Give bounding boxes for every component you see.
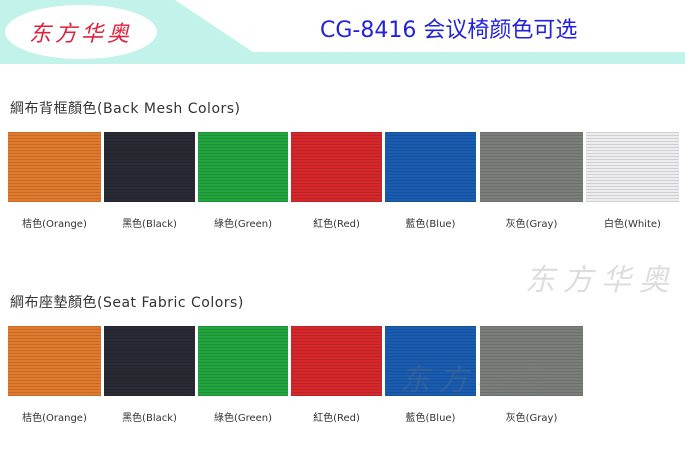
swatch-label: 灰色(Gray) — [505, 219, 558, 230]
color-swatch[interactable] — [480, 326, 583, 396]
watermark: 东方华奥 — [525, 263, 677, 298]
color-swatch[interactable] — [291, 132, 382, 202]
swatch-label: 灰色(Gray) — [505, 413, 558, 424]
back-mesh-title: 綱布背框顏色(Back Mesh Colors) — [10, 101, 241, 117]
swatch-label: 綠色(Green) — [213, 219, 273, 230]
brand-logo: 东方华奥 — [5, 5, 157, 59]
swatch-label: 藍色(Blue) — [405, 219, 456, 230]
color-swatch[interactable] — [8, 326, 101, 396]
swatch-label: 桔色(Orange) — [22, 219, 87, 230]
color-swatch[interactable] — [8, 132, 101, 202]
swatch-label: 黑色(Black) — [122, 413, 177, 424]
swatch-label: 白色(White) — [604, 219, 661, 230]
color-swatch[interactable] — [104, 132, 195, 202]
swatch-label: 綠色(Green) — [213, 413, 273, 424]
watermark: 东方华奥 — [400, 363, 552, 398]
color-swatch[interactable] — [291, 326, 382, 396]
swatch-label: 桔色(Orange) — [22, 413, 87, 424]
color-swatch[interactable] — [480, 132, 583, 202]
seat-fabric-title: 綱布座墊顏色(Seat Fabric Colors) — [10, 295, 244, 311]
swatch-label: 藍色(Blue) — [405, 413, 456, 424]
color-swatch[interactable] — [385, 132, 476, 202]
swatch-label: 紅色(Red) — [313, 413, 360, 424]
header-white-panel — [175, 0, 685, 52]
color-swatch[interactable] — [104, 326, 195, 396]
swatch-label: 黑色(Black) — [122, 219, 177, 230]
swatch-label: 紅色(Red) — [313, 219, 360, 230]
color-swatch[interactable] — [198, 132, 288, 202]
color-swatch[interactable] — [586, 132, 679, 202]
color-swatch[interactable] — [198, 326, 288, 396]
color-swatch[interactable] — [385, 326, 476, 396]
page-title: CG-8416 会议椅颜色可选 — [320, 18, 578, 43]
